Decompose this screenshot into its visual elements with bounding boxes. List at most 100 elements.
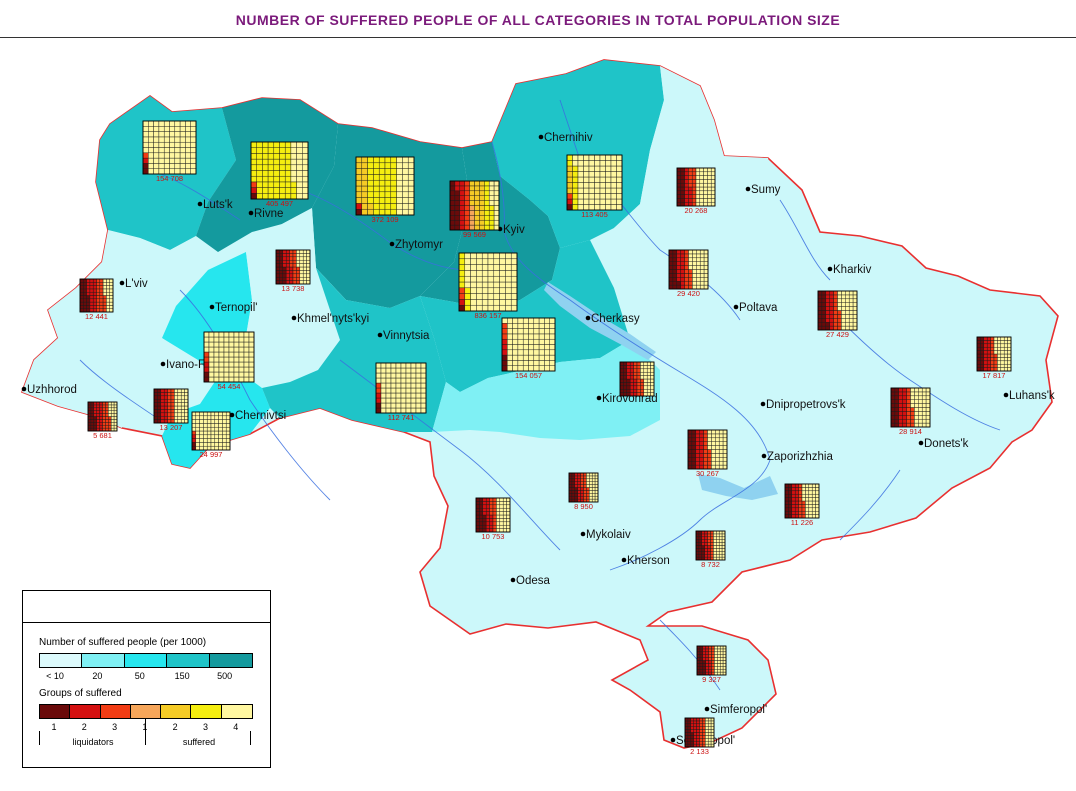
chart-cell: [713, 553, 717, 558]
chart-cell: [373, 174, 380, 181]
chart-cell: [821, 298, 827, 303]
chart-cell: [482, 504, 487, 509]
chart-cell: [815, 514, 820, 519]
chart-cell: [695, 449, 700, 454]
chart-cell: [672, 273, 678, 278]
density-swatch-1: [40, 654, 83, 667]
chart-cell: [544, 323, 550, 329]
chart-cell: [811, 497, 816, 502]
bracket-left: [39, 731, 40, 745]
chart-cell: [464, 215, 470, 221]
chart-cell: [549, 365, 556, 372]
chart-cell: [153, 412, 158, 417]
chart-cell: [691, 429, 697, 435]
chart-cell: [191, 415, 197, 420]
chart-cell: [199, 442, 204, 447]
chart-cell: [99, 424, 103, 429]
chart-cell: [852, 325, 858, 331]
chart-value-label: 29 420: [677, 289, 700, 298]
chart-cell: [691, 186, 697, 192]
chart-cell: [262, 170, 269, 177]
chart-cell: [464, 219, 470, 226]
chart-cell: [983, 350, 988, 355]
chart-cell: [290, 170, 297, 177]
chart-cell: [302, 193, 309, 200]
chart-cell: [481, 275, 489, 283]
chart-cell: [385, 387, 392, 394]
chart-cell: [583, 187, 590, 194]
chart-cell: [299, 266, 304, 271]
chart-cell: [203, 423, 208, 428]
chart-cell: [690, 732, 694, 736]
chart-value-label: 112 741: [388, 413, 415, 422]
chart-cell: [583, 493, 587, 497]
chart-cell: [695, 429, 700, 435]
chart-cell: [699, 651, 704, 655]
chart-cell: [633, 368, 638, 373]
chart-cell: [695, 198, 701, 203]
chart-cell: [676, 167, 682, 173]
chart-cell: [640, 392, 645, 397]
chart-cell: [512, 344, 519, 351]
chart-kyiv-city: 99 569: [449, 180, 500, 239]
chart-cell: [384, 185, 392, 193]
chart-cell: [481, 252, 489, 260]
chart-cell: [361, 168, 368, 175]
chart-cell: [89, 285, 94, 290]
chart-cell: [169, 152, 176, 159]
chart-donetsk: 28 914: [890, 387, 931, 436]
chart-cell: [482, 507, 487, 512]
chart-cell: [375, 377, 382, 384]
chart-cell: [711, 668, 715, 673]
chart-cell: [710, 186, 716, 192]
chart-cell: [449, 190, 456, 196]
chart-cell: [402, 185, 409, 193]
chart-cell: [273, 187, 280, 194]
chart-cell: [296, 158, 303, 166]
chart-cell: [668, 284, 674, 290]
chart-cell: [469, 215, 475, 221]
chart-cell: [273, 175, 280, 183]
chart-cell: [402, 197, 409, 204]
chart-cell: [489, 507, 494, 512]
chart-cell: [93, 424, 97, 429]
city-simferopol: Simferopol': [704, 704, 767, 716]
chart-cell: [680, 198, 685, 203]
city-dot: [704, 706, 710, 712]
chart-cell: [501, 323, 508, 329]
chart-cell: [458, 252, 466, 260]
chart-cell: [296, 249, 301, 254]
chart-chernihiv: 113 405: [566, 154, 623, 219]
chart-cell: [623, 361, 628, 366]
chart-cell: [79, 291, 84, 296]
chart-cell: [367, 179, 374, 187]
chart-cell: [485, 497, 490, 502]
chart-cell: [470, 293, 477, 300]
chart-cell: [476, 293, 483, 300]
chart-cell: [396, 203, 403, 210]
chart-cell: [594, 160, 601, 167]
chart-cell: [687, 433, 693, 439]
chart-cell: [492, 507, 497, 512]
chart-cell: [479, 219, 485, 226]
chart-value-label: 27 429: [826, 330, 849, 339]
chart-cell: [688, 273, 693, 278]
chart-cell: [784, 507, 789, 512]
chart-cell: [716, 548, 720, 552]
chart-cell: [636, 368, 641, 373]
chart-cell: [898, 418, 903, 424]
chart-frame: [568, 472, 599, 503]
chart-cell: [610, 182, 617, 189]
chart-cell: [626, 388, 631, 393]
chart-cell: [538, 323, 545, 329]
chart-cell: [586, 490, 590, 494]
chart-frame: [566, 154, 623, 211]
chart-cell: [282, 259, 287, 264]
chart-cell: [833, 294, 838, 300]
chart-cell: [289, 276, 294, 281]
chart-cell: [788, 497, 793, 502]
chart-cell: [105, 407, 109, 411]
chart-cell: [170, 405, 175, 410]
chart-cell: [983, 360, 988, 365]
chart-cell: [228, 346, 235, 353]
